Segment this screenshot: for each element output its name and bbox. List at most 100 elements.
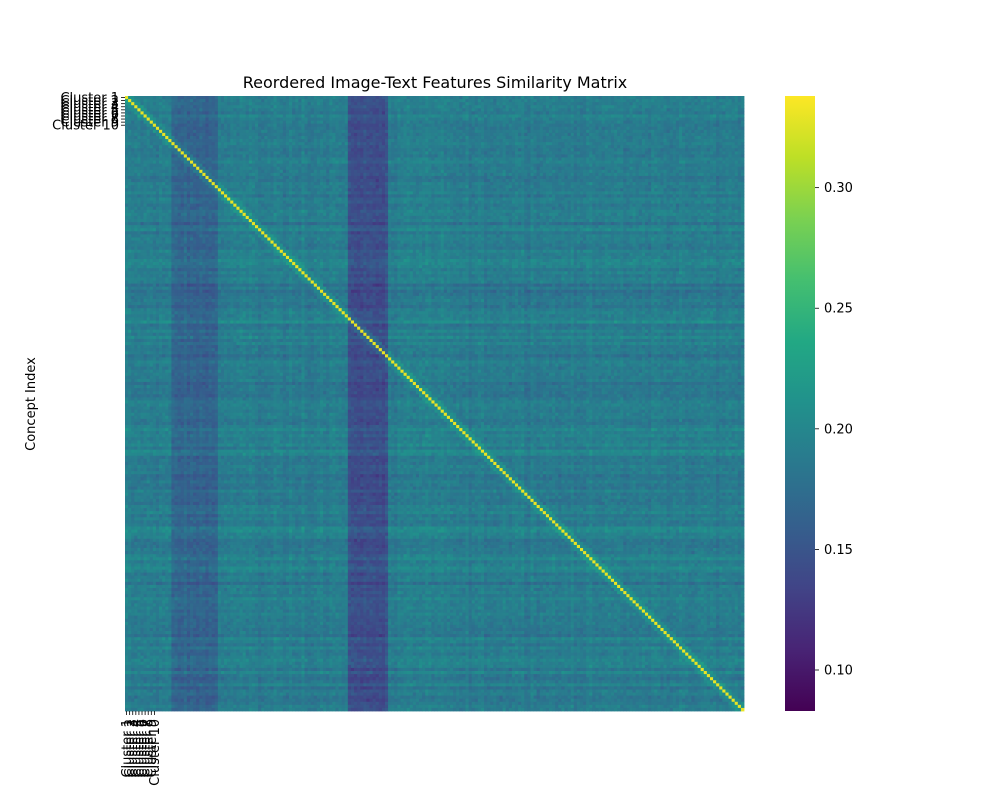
heatmap-cell xyxy=(285,145,290,149)
heatmap-cell xyxy=(171,148,175,152)
heatmap-cell xyxy=(573,123,578,128)
heatmap-cell xyxy=(177,108,182,112)
heatmap-cell xyxy=(713,166,717,171)
heatmap-cell xyxy=(487,123,491,128)
heatmap-cell xyxy=(425,166,429,171)
heatmap-cell xyxy=(688,163,692,168)
heatmap-cell xyxy=(310,111,315,115)
heatmap-cell xyxy=(419,120,423,125)
heatmap-cell xyxy=(270,157,274,161)
heatmap-cell xyxy=(384,142,389,146)
heatmap-cell xyxy=(434,108,438,112)
heatmap-cell xyxy=(347,120,352,125)
heatmap-cell xyxy=(731,148,736,152)
heatmap-cell xyxy=(217,148,222,152)
heatmap-cell xyxy=(347,142,352,146)
heatmap-cell xyxy=(697,126,702,131)
heatmap-cell xyxy=(323,132,327,137)
heatmap-cell xyxy=(706,96,711,100)
heatmap-cell xyxy=(354,96,358,100)
heatmap-cell xyxy=(685,135,689,140)
heatmap-cell xyxy=(542,132,547,137)
heatmap-cell xyxy=(406,102,411,106)
heatmap-cell xyxy=(737,157,742,161)
heatmap-cell xyxy=(282,163,287,168)
heatmap-cell xyxy=(186,163,191,168)
heatmap-cell xyxy=(697,148,702,152)
heatmap-cell xyxy=(372,151,377,155)
heatmap-cell xyxy=(638,129,643,134)
heatmap-cell xyxy=(217,166,222,171)
heatmap-cell xyxy=(224,99,228,103)
heatmap-cell xyxy=(607,163,612,168)
heatmap-cell xyxy=(378,148,383,152)
heatmap-cell xyxy=(378,126,383,131)
heatmap-cell xyxy=(332,132,336,137)
heatmap-cell xyxy=(245,148,250,152)
heatmap-cell xyxy=(316,157,321,161)
heatmap-cell xyxy=(620,160,624,165)
heatmap-cell xyxy=(493,145,497,149)
heatmap-cell xyxy=(468,105,473,109)
heatmap-cell xyxy=(419,135,423,140)
heatmap-cell xyxy=(731,99,736,103)
heatmap-cell xyxy=(508,157,513,161)
heatmap-cell xyxy=(446,96,451,100)
heatmap-cell xyxy=(282,160,287,165)
heatmap-cell xyxy=(545,154,550,158)
heatmap-cell xyxy=(614,163,618,168)
heatmap-cell xyxy=(474,142,479,146)
heatmap-cell xyxy=(347,105,352,109)
heatmap-cell xyxy=(682,151,686,155)
heatmap-cell xyxy=(428,120,432,125)
heatmap-cell xyxy=(428,163,432,168)
heatmap-cell xyxy=(555,145,559,149)
heatmap-cell xyxy=(415,114,420,118)
heatmap-cell xyxy=(598,157,603,161)
heatmap-cell xyxy=(372,126,377,131)
heatmap-cell xyxy=(679,114,683,118)
heatmap-cell xyxy=(134,105,138,109)
heatmap-cell xyxy=(391,132,395,137)
heatmap-cell xyxy=(527,117,531,122)
heatmap-cell xyxy=(449,120,454,125)
heatmap-cell xyxy=(737,99,742,103)
heatmap-cell xyxy=(545,99,550,103)
heatmap-cell xyxy=(713,132,717,137)
heatmap-cell xyxy=(125,145,129,149)
heatmap-cell xyxy=(679,102,683,106)
heatmap-cell xyxy=(490,111,494,115)
heatmap-cell xyxy=(663,99,668,103)
heatmap-cell xyxy=(347,126,352,131)
heatmap-cell xyxy=(419,99,423,103)
heatmap-cell xyxy=(533,123,538,128)
heatmap-cell xyxy=(323,151,327,155)
heatmap-cell xyxy=(477,129,482,134)
heatmap-cell xyxy=(149,111,154,115)
heatmap-cell xyxy=(295,102,299,106)
heatmap-cell xyxy=(224,166,228,171)
heatmap-cell xyxy=(406,123,411,128)
heatmap-cell xyxy=(332,135,336,140)
heatmap-cell xyxy=(245,151,250,155)
heatmap-cell xyxy=(446,169,451,174)
heatmap-cell xyxy=(524,132,528,137)
heatmap-cell xyxy=(233,163,237,168)
heatmap-cell xyxy=(174,163,179,168)
heatmap-cell xyxy=(579,151,584,155)
heatmap-cell xyxy=(375,126,380,131)
heatmap-cell xyxy=(168,166,172,171)
heatmap-cell xyxy=(449,102,454,106)
heatmap-cell xyxy=(657,160,661,165)
heatmap-cell xyxy=(734,117,739,122)
heatmap-cell xyxy=(555,151,559,155)
heatmap-cell xyxy=(400,151,404,155)
heatmap-cell xyxy=(505,148,510,152)
heatmap-cell xyxy=(360,145,364,149)
heatmap-cell xyxy=(623,169,627,174)
heatmap-cell xyxy=(561,123,565,128)
heatmap-cell xyxy=(344,129,349,134)
heatmap-cell xyxy=(236,108,240,112)
heatmap-cell xyxy=(688,96,692,100)
heatmap-cell xyxy=(685,154,689,158)
